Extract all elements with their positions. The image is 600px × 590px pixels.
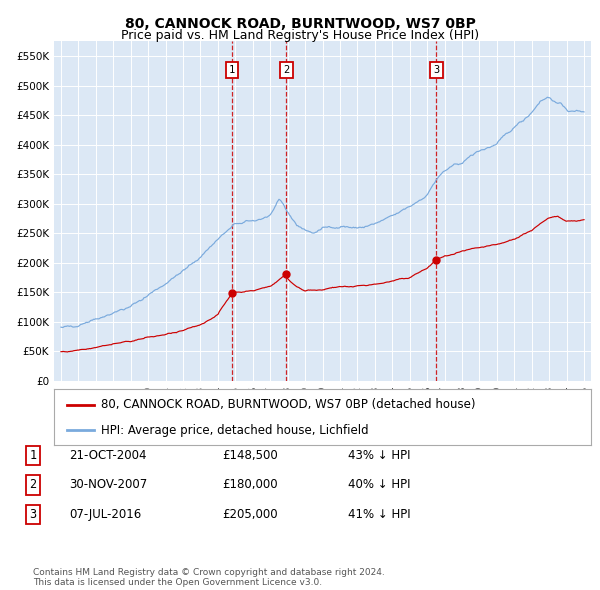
Text: 80, CANNOCK ROAD, BURNTWOOD, WS7 0BP: 80, CANNOCK ROAD, BURNTWOOD, WS7 0BP	[125, 17, 475, 31]
Text: £148,500: £148,500	[222, 449, 278, 462]
Text: 3: 3	[29, 508, 37, 521]
Text: 07-JUL-2016: 07-JUL-2016	[69, 508, 141, 521]
Text: 43% ↓ HPI: 43% ↓ HPI	[348, 449, 410, 462]
Text: Contains HM Land Registry data © Crown copyright and database right 2024.
This d: Contains HM Land Registry data © Crown c…	[33, 568, 385, 587]
Text: 3: 3	[433, 65, 439, 75]
Text: 21-OCT-2004: 21-OCT-2004	[69, 449, 146, 462]
Text: 41% ↓ HPI: 41% ↓ HPI	[348, 508, 410, 521]
Text: 40% ↓ HPI: 40% ↓ HPI	[348, 478, 410, 491]
Text: 30-NOV-2007: 30-NOV-2007	[69, 478, 147, 491]
Text: 2: 2	[283, 65, 289, 75]
Text: £205,000: £205,000	[222, 508, 278, 521]
Text: 2: 2	[29, 478, 37, 491]
Text: HPI: Average price, detached house, Lichfield: HPI: Average price, detached house, Lich…	[101, 424, 369, 437]
Text: 80, CANNOCK ROAD, BURNTWOOD, WS7 0BP (detached house): 80, CANNOCK ROAD, BURNTWOOD, WS7 0BP (de…	[101, 398, 476, 411]
Text: £180,000: £180,000	[222, 478, 278, 491]
Text: 1: 1	[229, 65, 235, 75]
Text: 1: 1	[29, 449, 37, 462]
Text: Price paid vs. HM Land Registry's House Price Index (HPI): Price paid vs. HM Land Registry's House …	[121, 30, 479, 42]
